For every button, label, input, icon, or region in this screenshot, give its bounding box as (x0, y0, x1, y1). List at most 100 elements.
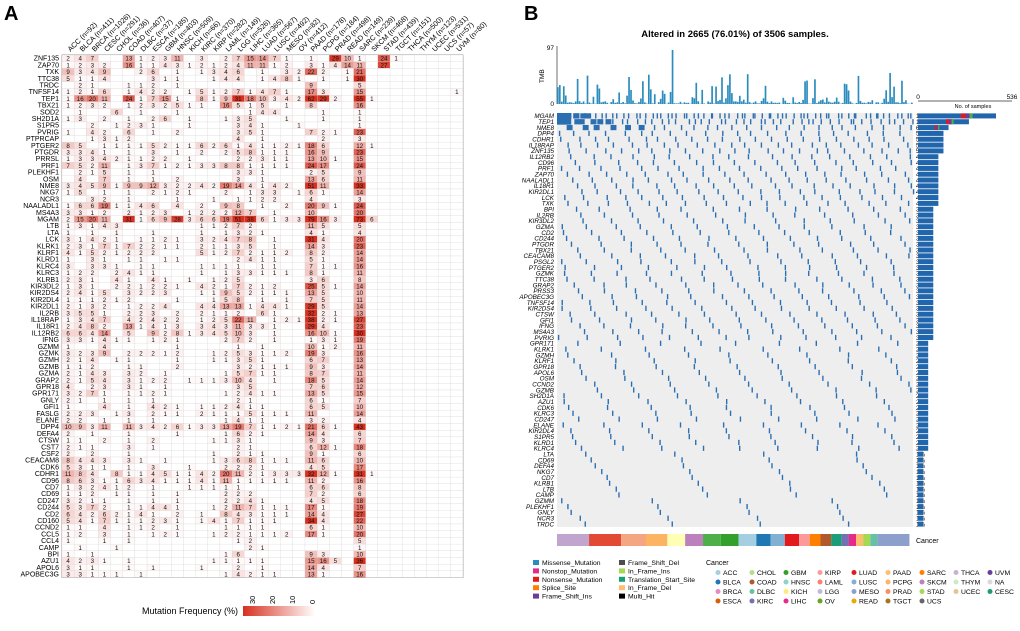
heatmap-cell (389, 476, 403, 484)
alteration-tick (668, 154, 670, 160)
heatmap-cell (304, 74, 318, 82)
heatmap-cell (365, 229, 379, 237)
alteration-tick (769, 113, 772, 119)
heatmap-cell (268, 202, 281, 210)
heatmap-cell (341, 175, 354, 183)
heatmap-cell (110, 376, 123, 384)
heatmap-cell (292, 517, 306, 525)
alteration-tick (825, 142, 828, 148)
heatmap-cell (159, 68, 172, 76)
alteration-tick (634, 288, 637, 294)
gene-count-bar (918, 340, 929, 346)
heatmap-cell (171, 229, 184, 237)
heatmap-cell (280, 450, 293, 458)
heatmap-cell (329, 483, 342, 491)
heatmap-cell (329, 141, 342, 149)
heatmap-cell (450, 188, 464, 196)
tmb-bar (653, 94, 656, 104)
alteration-tick (821, 247, 824, 253)
heatmap-cell (171, 135, 184, 143)
gene-count-bar (918, 241, 934, 247)
alteration-tick (712, 206, 715, 212)
alteration-tick (760, 189, 762, 195)
tmb-bar (638, 102, 640, 104)
heatmap-cell (329, 289, 342, 297)
heatmap-cell (341, 182, 354, 190)
heatmap-cell (122, 74, 136, 82)
heatmap-cell (292, 175, 306, 183)
heatmap-cell (159, 128, 172, 136)
alteration-tick (820, 119, 822, 125)
alteration-tick (831, 329, 833, 335)
heatmap-cell (438, 537, 451, 545)
alteration-tick (674, 119, 677, 125)
heatmap-cell (377, 456, 391, 464)
heatmap-cell (438, 235, 451, 243)
heatmap-cell (292, 202, 306, 210)
alteration-tick (822, 282, 824, 288)
heatmap-cell (402, 443, 415, 451)
tmb-bar (792, 97, 795, 104)
heatmap-cell (110, 389, 123, 397)
alteration-tick (616, 113, 618, 119)
heatmap-cell (183, 409, 196, 417)
heatmap-cell (402, 101, 415, 109)
heatmap-cell (426, 523, 439, 531)
heatmap-cell (402, 550, 415, 558)
heatmap-cell (414, 148, 427, 156)
tmb-bar (679, 101, 682, 104)
heatmap-cell (438, 470, 451, 478)
alteration-tick (651, 119, 653, 125)
alteration-tick (575, 206, 578, 212)
alteration-tick (778, 340, 781, 346)
heatmap-cell (450, 430, 464, 438)
heatmap-cell (134, 403, 148, 411)
heatmap-cell (183, 543, 196, 551)
heatmap-cell (280, 242, 293, 250)
alteration-tick (761, 113, 763, 119)
heatmap-cell (292, 570, 306, 578)
heatmap-cell (280, 416, 293, 424)
heatmap-cell (207, 443, 221, 451)
heatmap-cell (159, 121, 172, 129)
heatmap-cell-value: 11 (356, 62, 363, 69)
alteration-tick (636, 113, 638, 119)
tmb-bar (798, 102, 800, 104)
heatmap-cell (377, 249, 391, 257)
heatmap-cell (134, 550, 148, 558)
heatmap-cell (183, 450, 196, 458)
alteration-tick (804, 171, 807, 177)
alteration-tick (838, 119, 840, 125)
alteration-tick (877, 212, 880, 218)
heatmap-cell (280, 208, 293, 216)
heatmap-cell (389, 135, 403, 143)
heatmap-cell (365, 530, 379, 538)
heatmap-cell (365, 81, 379, 89)
tmb-bar (649, 89, 652, 104)
alteration-tick (825, 113, 828, 119)
heatmap-cell (171, 396, 184, 404)
heatmap-cell (341, 235, 354, 243)
heatmap-cell (426, 416, 439, 424)
heatmap-cell-value: 1 (321, 76, 325, 83)
alteration-tick (728, 352, 730, 358)
heatmap-cell (317, 409, 330, 417)
alteration-tick (752, 113, 754, 119)
heatmap-cell (450, 490, 464, 498)
alteration-tick (899, 130, 901, 137)
heatmap-cell (171, 557, 184, 565)
alteration-tick (883, 136, 885, 142)
heatmap-cell (207, 396, 221, 404)
alteration-tick (856, 340, 859, 346)
gene-count-bar (918, 235, 934, 241)
heatmap-cell (292, 329, 306, 337)
heatmap-cell (426, 450, 439, 458)
heatmap-cell-value: 4 (334, 62, 338, 69)
alteration-tick (568, 148, 570, 154)
heatmap-cell (219, 537, 233, 545)
heatmap-cell (414, 409, 427, 417)
tmb-bar (776, 102, 779, 104)
tmb-bar (558, 85, 561, 104)
heatmap-cell-value: 1 (309, 56, 313, 63)
heatmap-cell (183, 523, 196, 531)
